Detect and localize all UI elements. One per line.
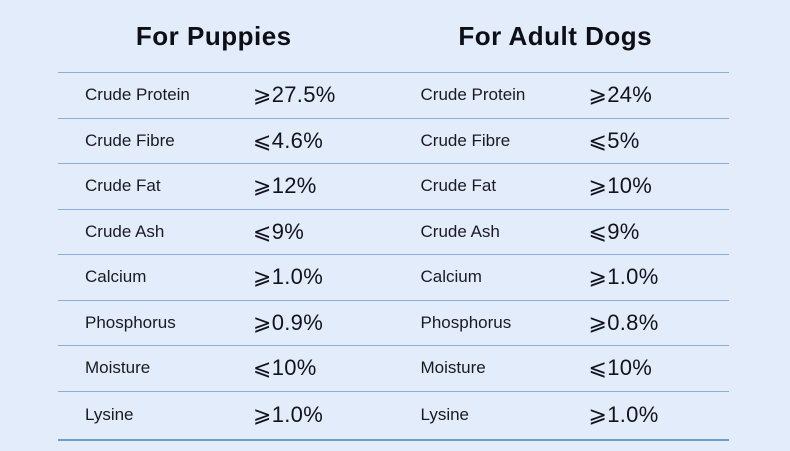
puppies-cell: Calcium ⩾1.0% bbox=[58, 255, 394, 300]
puppies-cell: Phosphorus ⩾0.9% bbox=[58, 301, 394, 346]
nutrient-label: Crude Ash bbox=[85, 221, 165, 241]
nutrient-label: Lysine bbox=[85, 405, 134, 424]
table-headers: For Puppies For Adult Dogs bbox=[58, 0, 729, 72]
nutrient-value: ⩽5% bbox=[588, 127, 640, 153]
nutrient-row-lysine: Lysine ⩾1.0% Lysine ⩾1.0% bbox=[58, 390, 730, 439]
nutrition-panel: For Puppies For Adult Dogs Crude Protein… bbox=[58, 0, 729, 441]
adult-dogs-cell: Calcium ⩾1.0% bbox=[394, 255, 730, 300]
nutrient-value: ⩾1.0% bbox=[253, 402, 324, 427]
nutrient-row-crude-fibre: Crude Fibre ⩽4.6% Crude Fibre ⩽5% bbox=[58, 117, 730, 164]
puppies-cell: Lysine ⩾1.0% bbox=[58, 392, 394, 439]
nutrient-label: Crude Fat bbox=[85, 176, 161, 196]
nutrient-label: Moisture bbox=[420, 358, 486, 378]
adult-dogs-cell: Lysine ⩾1.0% bbox=[394, 392, 730, 439]
puppies-cell: Crude Fat ⩾12% bbox=[58, 164, 394, 209]
nutrient-row-phosphorus: Phosphorus ⩾0.9% Phosphorus ⩾0.8% bbox=[58, 299, 730, 346]
nutrient-value: ⩾10% bbox=[588, 173, 653, 199]
nutrient-label: Phosphorus bbox=[85, 312, 176, 332]
puppies-cell: Crude Ash ⩽9% bbox=[58, 210, 394, 255]
nutrient-label: Crude Fibre bbox=[85, 130, 175, 150]
nutrient-label: Lysine bbox=[420, 405, 470, 424]
table-title-adult-dogs: For Adult Dogs bbox=[458, 20, 653, 51]
nutrient-row-moisture: Moisture ⩽10% Moisture ⩽10% bbox=[58, 345, 729, 391]
adult-dogs-cell: Crude Ash ⩽9% bbox=[394, 210, 730, 255]
nutrient-value: ⩾1.0% bbox=[253, 264, 324, 290]
nutrient-label: Crude Ash bbox=[420, 221, 500, 241]
nutrient-row-crude-ash: Crude Ash ⩽9% Crude Ash ⩽9% bbox=[58, 208, 730, 255]
puppies-cell: Moisture ⩽10% bbox=[58, 346, 394, 391]
nutrient-value: ⩾1.0% bbox=[588, 264, 659, 290]
nutrient-value: ⩽10% bbox=[588, 355, 653, 381]
adult-dogs-cell: Crude Fibre ⩽5% bbox=[394, 119, 730, 164]
puppies-cell: Crude Fibre ⩽4.6% bbox=[58, 119, 394, 164]
adult-dogs-cell: Crude Protein ⩾24% bbox=[394, 73, 730, 118]
nutrient-label: Calcium bbox=[420, 267, 482, 287]
nutrient-value: ⩽9% bbox=[588, 218, 640, 244]
nutrient-value: ⩽4.6% bbox=[253, 127, 324, 153]
adult-dogs-cell: Phosphorus ⩾0.8% bbox=[394, 301, 730, 346]
nutrient-value: ⩾1.0% bbox=[588, 402, 659, 427]
nutrient-label: Phosphorus bbox=[420, 312, 512, 332]
nutrient-label: Crude Fat bbox=[420, 176, 497, 196]
nutrient-row-crude-protein: Crude Protein ⩾27.5% Crude Protein ⩾24% bbox=[58, 72, 729, 118]
nutrient-value: ⩾24% bbox=[588, 82, 653, 108]
adult-dogs-cell: Crude Fat ⩾10% bbox=[394, 164, 730, 209]
nutrient-row-crude-fat: Crude Fat ⩾12% Crude Fat ⩾10% bbox=[58, 163, 729, 209]
nutrient-value: ⩾0.8% bbox=[588, 309, 659, 335]
nutrient-label: Crude Fibre bbox=[420, 130, 511, 150]
nutrient-value: ⩽10% bbox=[253, 355, 317, 381]
nutrient-value: ⩽9% bbox=[253, 218, 305, 244]
nutrient-label: Crude Protein bbox=[85, 85, 190, 105]
nutrient-label: Crude Protein bbox=[420, 85, 526, 105]
puppies-cell: Crude Protein ⩾27.5% bbox=[58, 73, 394, 118]
nutrient-value: ⩾12% bbox=[253, 173, 317, 199]
nutrient-row-calcium: Calcium ⩾1.0% Calcium ⩾1.0% bbox=[58, 254, 729, 300]
nutrient-value: ⩾27.5% bbox=[253, 82, 336, 108]
nutrient-label: Calcium bbox=[85, 267, 147, 287]
nutrient-label: Moisture bbox=[85, 358, 151, 378]
nutrient-value: ⩾0.9% bbox=[253, 309, 324, 335]
adult-dogs-cell: Moisture ⩽10% bbox=[394, 346, 730, 391]
nutrient-rows: Crude Protein ⩾27.5% Crude Protein ⩾24% … bbox=[58, 72, 729, 441]
table-title-puppies: For Puppies bbox=[135, 20, 292, 51]
